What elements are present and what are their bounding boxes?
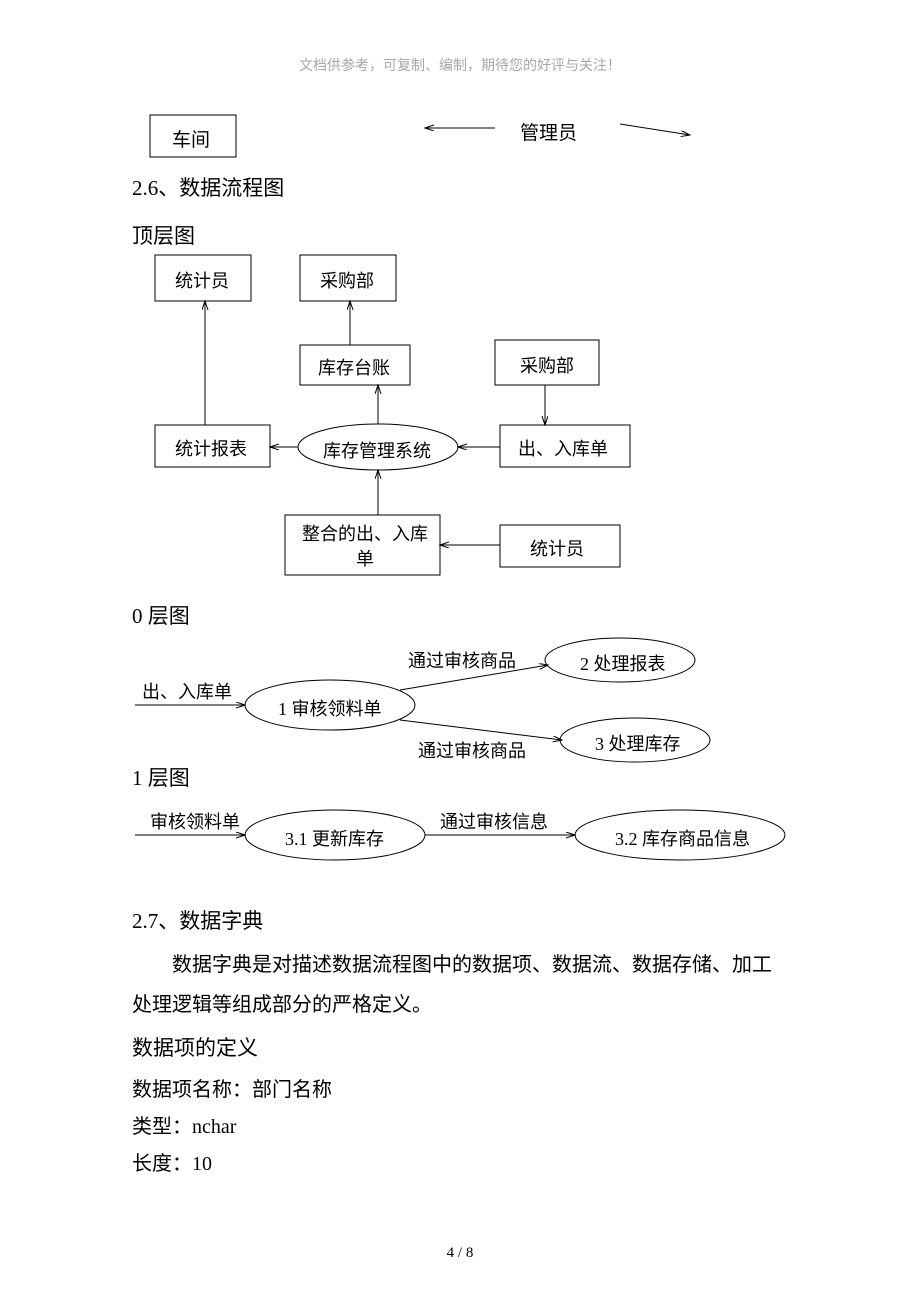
arrow-right (620, 124, 690, 135)
label-l0-p2: 2 处理报表 (580, 650, 666, 676)
label-ledger: 库存台账 (318, 354, 390, 380)
label-stat-emp2: 统计员 (530, 535, 584, 561)
label-l0-in: 出、入库单 (142, 678, 232, 704)
label-admin: 管理员 (520, 118, 577, 145)
label-l0-p1: 1 审核领料单 (278, 695, 382, 721)
heading-top-level: 顶层图 (132, 220, 195, 250)
label-workshop: 车间 (172, 125, 210, 152)
para-27: 数据字典是对描述数据流程图中的数据项、数据流、数据存储、加工处理逻辑等组成部分的… (132, 945, 782, 1025)
label-stat-emp: 统计员 (175, 267, 229, 293)
heading-def: 数据项的定义 (132, 1032, 258, 1062)
line-type: 类型：nchar (132, 1110, 236, 1139)
footer-page-number: 4 / 8 (0, 1245, 920, 1262)
line-name: 数据项名称：部门名称 (132, 1073, 332, 1102)
label-purchase2: 采购部 (520, 352, 574, 378)
heading-level1: 1 层图 (132, 762, 190, 792)
line-len: 长度：10 (132, 1147, 212, 1176)
heading-level0: 0 层图 (132, 600, 190, 630)
label-l1-flow: 通过审核信息 (440, 808, 548, 834)
label-inout: 出、入库单 (518, 435, 608, 461)
label-l1-p31: 3.1 更新库存 (285, 825, 384, 851)
label-center: 库存管理系统 (323, 437, 431, 463)
page: 文档供参考，可复制、编制，期待您的好评与关注！ (0, 0, 920, 1302)
heading-26: 2.6、数据流程图 (132, 172, 284, 202)
label-stat-report: 统计报表 (175, 435, 247, 461)
label-l1-p32: 3.2 库存商品信息 (615, 825, 750, 851)
label-merged: 整合的出、入库单 (300, 522, 430, 572)
label-purchase: 采购部 (320, 267, 374, 293)
label-l0-p3: 3 处理库存 (595, 730, 681, 756)
label-l0-flowb: 通过审核商品 (418, 737, 526, 763)
label-l1-in: 审核领料单 (150, 808, 240, 834)
heading-27: 2.7、数据字典 (132, 905, 263, 935)
label-l0-flowa: 通过审核商品 (408, 647, 516, 673)
